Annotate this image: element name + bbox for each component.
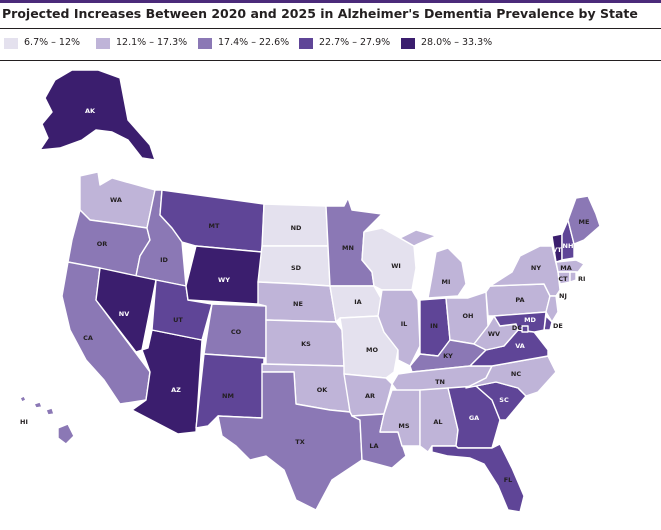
- state-AK[interactable]: AK: [39, 69, 156, 161]
- state-label-AK: AK: [85, 107, 96, 115]
- state-AZ[interactable]: AZ: [131, 329, 203, 435]
- state-label-NM: NM: [222, 392, 234, 400]
- state-label-NV: NV: [119, 310, 129, 318]
- title-divider: [0, 28, 661, 29]
- state-label-HI: HI: [20, 418, 28, 426]
- legend-label-4: 22.7% – 27.9%: [319, 37, 391, 48]
- state-label-KY: KY: [443, 352, 453, 360]
- state-CT[interactable]: CT: [557, 271, 571, 285]
- state-label-AR: AR: [365, 392, 375, 400]
- state-label-NH: NH: [563, 242, 574, 250]
- state-label-GA: GA: [469, 414, 479, 422]
- map-title: Projected Increases Between 2020 and 202…: [2, 6, 638, 21]
- state-label-KS: KS: [301, 340, 311, 348]
- state-label-IL: IL: [401, 320, 408, 328]
- state-label-CT: CT: [558, 275, 568, 283]
- state-SD[interactable]: SD: [257, 245, 331, 287]
- legend-label-3: 17.4% – 22.6%: [218, 37, 290, 48]
- state-label-TX: TX: [295, 438, 304, 446]
- state-CO[interactable]: CO: [203, 303, 267, 359]
- state-label-IN: IN: [430, 322, 438, 330]
- state-label-MO: MO: [366, 346, 378, 354]
- state-label-OK: OK: [317, 386, 329, 394]
- state-label-OH: OH: [463, 312, 474, 320]
- state-label-NE: NE: [293, 300, 303, 308]
- state-MI[interactable]: MI: [399, 229, 467, 299]
- state-KS[interactable]: KS: [265, 319, 345, 367]
- legend-swatch-3: [198, 38, 212, 49]
- state-label-WY: WY: [218, 276, 230, 284]
- state-label-NC: NC: [511, 370, 521, 378]
- state-label-CA: CA: [83, 334, 93, 342]
- state-WY[interactable]: WY: [185, 245, 263, 305]
- state-label-WV: WV: [488, 330, 500, 338]
- state-TX[interactable]: TX: [217, 371, 363, 511]
- state-label-MD: MD: [524, 316, 536, 324]
- state-label-LA: LA: [369, 442, 378, 450]
- legend: 6.7% – 12% 12.1% – 17.3% 17.4% – 22.6% 2…: [0, 35, 661, 55]
- state-label-ME: ME: [579, 218, 590, 226]
- state-label-SC: SC: [499, 396, 509, 404]
- state-RI[interactable]: RI: [569, 271, 585, 283]
- legend-label-1: 6.7% – 12%: [24, 37, 81, 48]
- state-NH[interactable]: NH: [561, 219, 575, 261]
- state-label-OR: OR: [97, 240, 108, 248]
- legend-swatch-2: [96, 38, 110, 49]
- legend-swatch-5: [401, 38, 415, 49]
- state-label-DC: DC: [512, 324, 522, 332]
- state-FL[interactable]: FL: [431, 443, 525, 513]
- state-label-FL: FL: [504, 476, 513, 484]
- state-IL[interactable]: IL: [377, 289, 421, 367]
- legend-divider: [0, 60, 661, 61]
- state-label-NJ: NJ: [559, 292, 567, 300]
- state-label-NY: NY: [531, 264, 541, 272]
- state-label-CO: CO: [231, 328, 242, 336]
- us-choropleth-map: AK HI WA OR CA ID NV AZ UT MT: [19, 69, 601, 513]
- state-label-MA: MA: [560, 264, 572, 272]
- state-NC[interactable]: NC: [465, 355, 557, 397]
- legend-swatch-1: [4, 38, 18, 49]
- state-label-TN: TN: [435, 378, 445, 386]
- state-HI[interactable]: HI: [19, 395, 75, 445]
- state-NJ[interactable]: NJ: [545, 292, 567, 323]
- state-label-PA: PA: [515, 296, 524, 304]
- state-label-VA: VA: [515, 342, 525, 350]
- state-label-IA: IA: [354, 298, 361, 306]
- state-label-MT: MT: [209, 222, 220, 230]
- state-label-ID: ID: [160, 256, 168, 264]
- state-label-MI: MI: [442, 278, 451, 286]
- state-label-ND: ND: [291, 224, 302, 232]
- top-accent-bar: [0, 0, 661, 3]
- state-ME[interactable]: ME: [567, 195, 601, 245]
- state-label-RI: RI: [578, 275, 585, 283]
- state-PA[interactable]: PA: [485, 283, 551, 317]
- state-label-WI: WI: [391, 262, 401, 270]
- legend-label-2: 12.1% – 17.3%: [116, 37, 188, 48]
- state-label-VT: VT: [552, 246, 562, 254]
- state-label-AL: AL: [433, 418, 442, 426]
- state-label-DE: DE: [553, 322, 563, 330]
- state-label-WA: WA: [110, 196, 122, 204]
- legend-label-5: 28.0% – 33.3%: [421, 37, 493, 48]
- state-MS[interactable]: MS: [379, 389, 421, 447]
- state-NE[interactable]: NE: [257, 281, 337, 323]
- state-DC[interactable]: DC: [512, 324, 529, 333]
- state-label-MN: MN: [342, 244, 354, 252]
- state-ND[interactable]: ND: [261, 203, 329, 247]
- state-NV[interactable]: NV: [95, 267, 157, 353]
- state-MA[interactable]: MA: [555, 259, 585, 273]
- state-label-AZ: AZ: [171, 386, 181, 394]
- legend-swatch-4: [299, 38, 313, 49]
- state-label-SD: SD: [291, 264, 302, 272]
- state-label-MS: MS: [398, 422, 409, 430]
- state-label-UT: UT: [173, 316, 183, 324]
